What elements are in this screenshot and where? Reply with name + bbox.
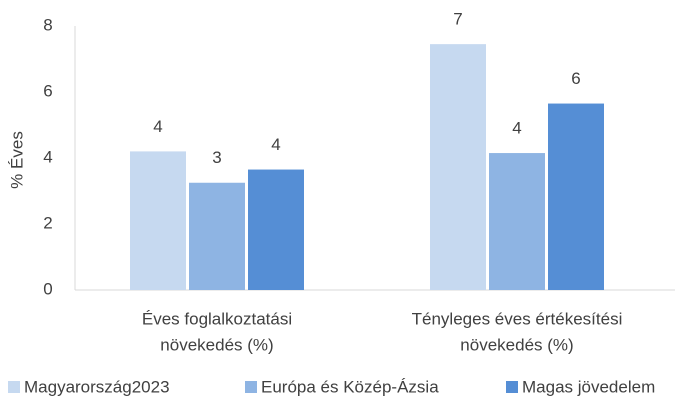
data-label: 4	[271, 135, 280, 154]
legend-label: Magas jövedelem	[522, 377, 655, 396]
legend-swatch	[506, 381, 518, 393]
bar	[248, 169, 304, 290]
data-label: 6	[571, 69, 580, 88]
bar	[548, 103, 604, 290]
bar	[430, 44, 486, 291]
y-tick-label: 8	[43, 15, 52, 34]
data-label: 3	[212, 148, 221, 167]
y-tick-label: 0	[43, 279, 52, 298]
x-tick-label: Tényleges éves értékesítési	[412, 309, 623, 328]
bar	[130, 151, 186, 290]
data-label: 4	[512, 119, 521, 138]
bar	[489, 153, 545, 290]
x-tick-label: növekedés (%)	[160, 335, 273, 354]
data-label: 7	[453, 10, 462, 29]
legend-label: Magyarország2023	[24, 377, 170, 396]
y-tick-label: 2	[43, 213, 52, 232]
x-tick-label: növekedés (%)	[460, 335, 573, 354]
legend-label: Európa és Közép-Ázsia	[261, 377, 439, 396]
x-tick-label: Éves foglalkoztatási	[142, 309, 292, 328]
y-tick-label: 4	[43, 147, 52, 166]
bar	[189, 182, 245, 290]
data-label: 4	[153, 117, 162, 136]
y-tick-label: 6	[43, 81, 52, 100]
legend-swatch	[8, 381, 20, 393]
y-axis-label: % Éves	[7, 131, 26, 189]
legend-swatch	[245, 381, 257, 393]
